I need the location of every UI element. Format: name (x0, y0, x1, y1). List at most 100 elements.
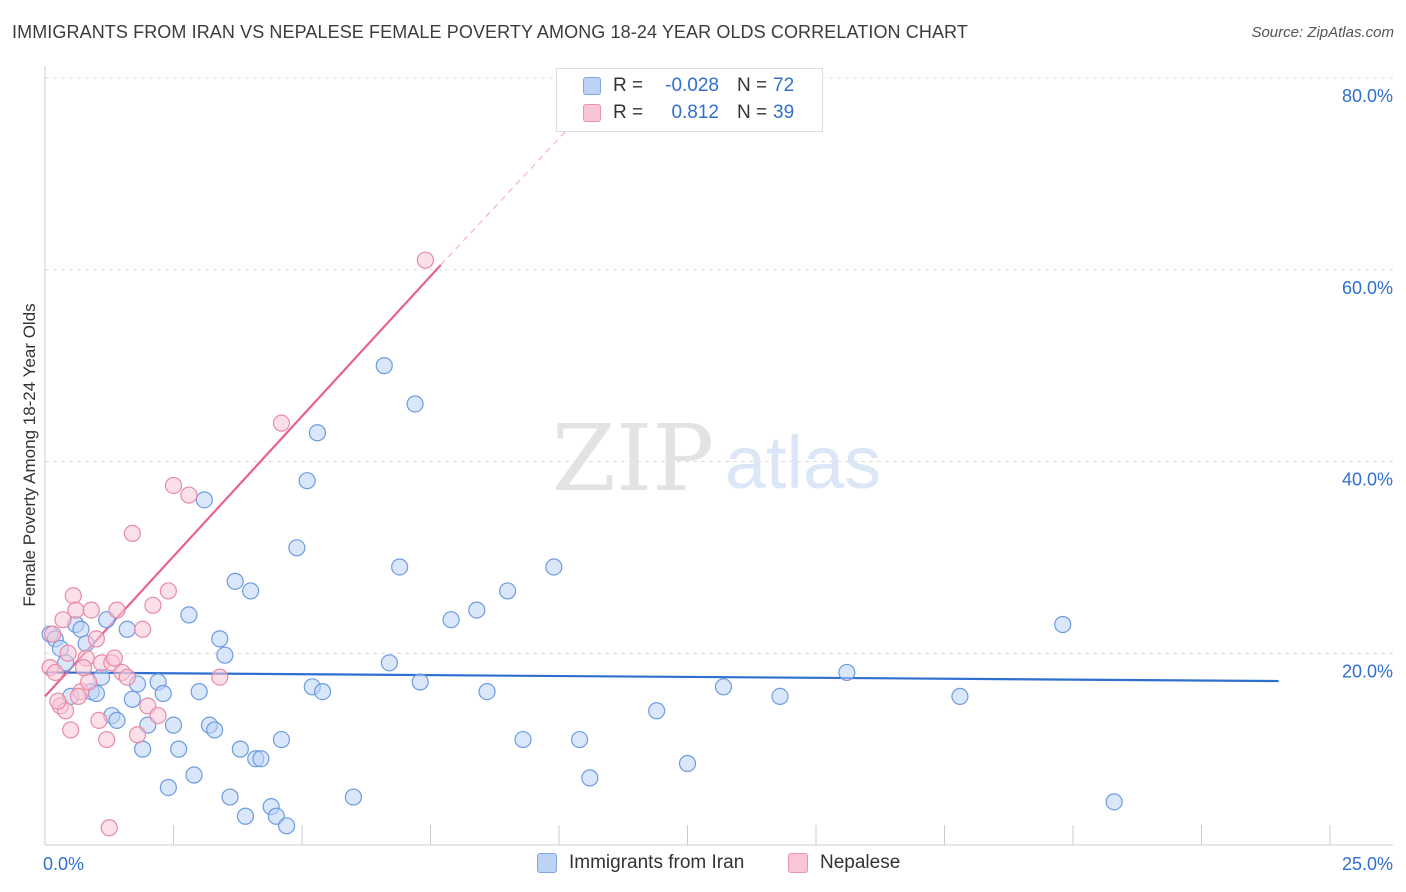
point-nepal (74, 659, 93, 677)
legend-n-value: 72 (773, 75, 795, 96)
point-iran (545, 558, 563, 576)
point-iran (499, 582, 517, 600)
trend-line-nepal-extension (440, 115, 580, 266)
gridlines (45, 77, 1393, 654)
point-nepal (87, 630, 106, 648)
y-tick-label: 80.0% (1342, 86, 1393, 106)
point-iran (391, 558, 409, 576)
point-nepal (90, 711, 108, 729)
point-iran (1054, 615, 1072, 634)
point-iran (442, 611, 460, 629)
point-iran (242, 582, 260, 600)
point-nepal (272, 414, 291, 432)
point-nepal (149, 706, 167, 725)
data-points (41, 251, 1123, 837)
legend-row-iran: R = -0.028 N = 72 (583, 73, 794, 99)
legend-swatch-nepal (583, 104, 601, 122)
point-iran (180, 606, 198, 624)
point-nepal (98, 730, 116, 749)
point-nepal (62, 721, 80, 739)
point-iran (118, 620, 136, 638)
tick-labels: 20.0% 40.0% 60.0% 80.0% 0.0% 25.0% (43, 86, 1393, 874)
point-iran (771, 687, 789, 705)
point-nepal (134, 620, 152, 638)
point-nepal (108, 601, 126, 619)
point-iran (288, 539, 306, 557)
legend-n-value: 39 (773, 102, 795, 123)
correlation-legend: R = -0.028 N = 72 R = 0.812 N = 39 (556, 68, 823, 132)
point-iran (951, 687, 969, 705)
point-iran (72, 620, 90, 638)
trend-line-nepal (44, 264, 442, 698)
point-iran (170, 740, 188, 758)
point-iran (159, 778, 177, 797)
point-iran (164, 716, 183, 734)
legend-r-value: 0.812 (671, 102, 719, 123)
point-nepal (118, 668, 136, 686)
point-nepal (64, 587, 82, 605)
chart-title: IMMIGRANTS FROM IRAN VS NEPALESE FEMALE … (12, 22, 968, 42)
x-tick-label: 25.0% (1342, 854, 1393, 874)
point-iran (185, 766, 203, 784)
point-nepal (59, 644, 77, 662)
point-iran (380, 654, 398, 672)
point-nepal (416, 251, 434, 269)
legend-n-label: N = (737, 75, 768, 96)
bottom-legend-label-nepal: Nepalese (820, 852, 901, 873)
y-tick-label: 40.0% (1342, 470, 1393, 490)
point-iran (648, 702, 666, 720)
point-iran (231, 740, 249, 758)
point-iran (272, 730, 291, 749)
watermark-atlas: atlas (725, 421, 881, 504)
point-iran (1105, 793, 1123, 811)
point-iran (211, 630, 229, 648)
legend-r-label: R = (613, 102, 644, 123)
point-iran (216, 646, 234, 664)
bottom-legend-label-iran: Immigrants from Iran (569, 852, 745, 873)
point-nepal (46, 663, 64, 682)
point-iran (406, 395, 424, 413)
watermark: ZIP atlas (552, 405, 881, 512)
source-label: Source: ZipAtlas.com (1251, 24, 1394, 41)
point-iran (514, 730, 532, 749)
point-iran (221, 788, 239, 806)
y-axis-label: Female Poverty Among 18-24 Year Olds (20, 303, 39, 607)
axes (44, 66, 1393, 846)
point-iran (478, 682, 496, 701)
legend-r-label: R = (613, 75, 644, 96)
point-iran (375, 357, 393, 375)
legend-n-label: N = (737, 102, 768, 123)
point-nepal (44, 625, 62, 643)
point-nepal (128, 726, 147, 744)
bottom-legend-iran[interactable]: Immigrants from Iran (537, 852, 744, 874)
point-nepal (211, 668, 229, 686)
point-iran (123, 690, 141, 708)
point-iran (226, 572, 244, 590)
point-iran (154, 684, 172, 703)
legend-r-value: -0.028 (665, 75, 719, 96)
bottom-legend-swatch-iran (537, 853, 557, 873)
watermark-zip: ZIP (552, 405, 714, 512)
point-iran (570, 730, 589, 749)
point-iran (190, 682, 208, 701)
point-nepal (105, 649, 123, 667)
point-iran (134, 740, 152, 758)
point-nepal (164, 476, 183, 495)
point-iran (108, 711, 126, 729)
point-nepal (100, 819, 118, 837)
point-nepal (54, 611, 72, 629)
bottom-legend-swatch-nepal (788, 853, 808, 873)
point-iran (838, 663, 856, 682)
point-iran (411, 673, 429, 691)
point-iran (581, 769, 599, 787)
y-tick-label: 20.0% (1342, 661, 1393, 681)
point-iran (298, 472, 316, 490)
point-iran (277, 817, 296, 835)
x-tick-label: 0.0% (43, 854, 84, 874)
point-nepal (144, 596, 162, 614)
point-iran (344, 788, 362, 806)
point-nepal (123, 524, 141, 543)
bottom-legend-nepal[interactable]: Nepalese (788, 852, 900, 874)
point-iran (313, 682, 332, 701)
